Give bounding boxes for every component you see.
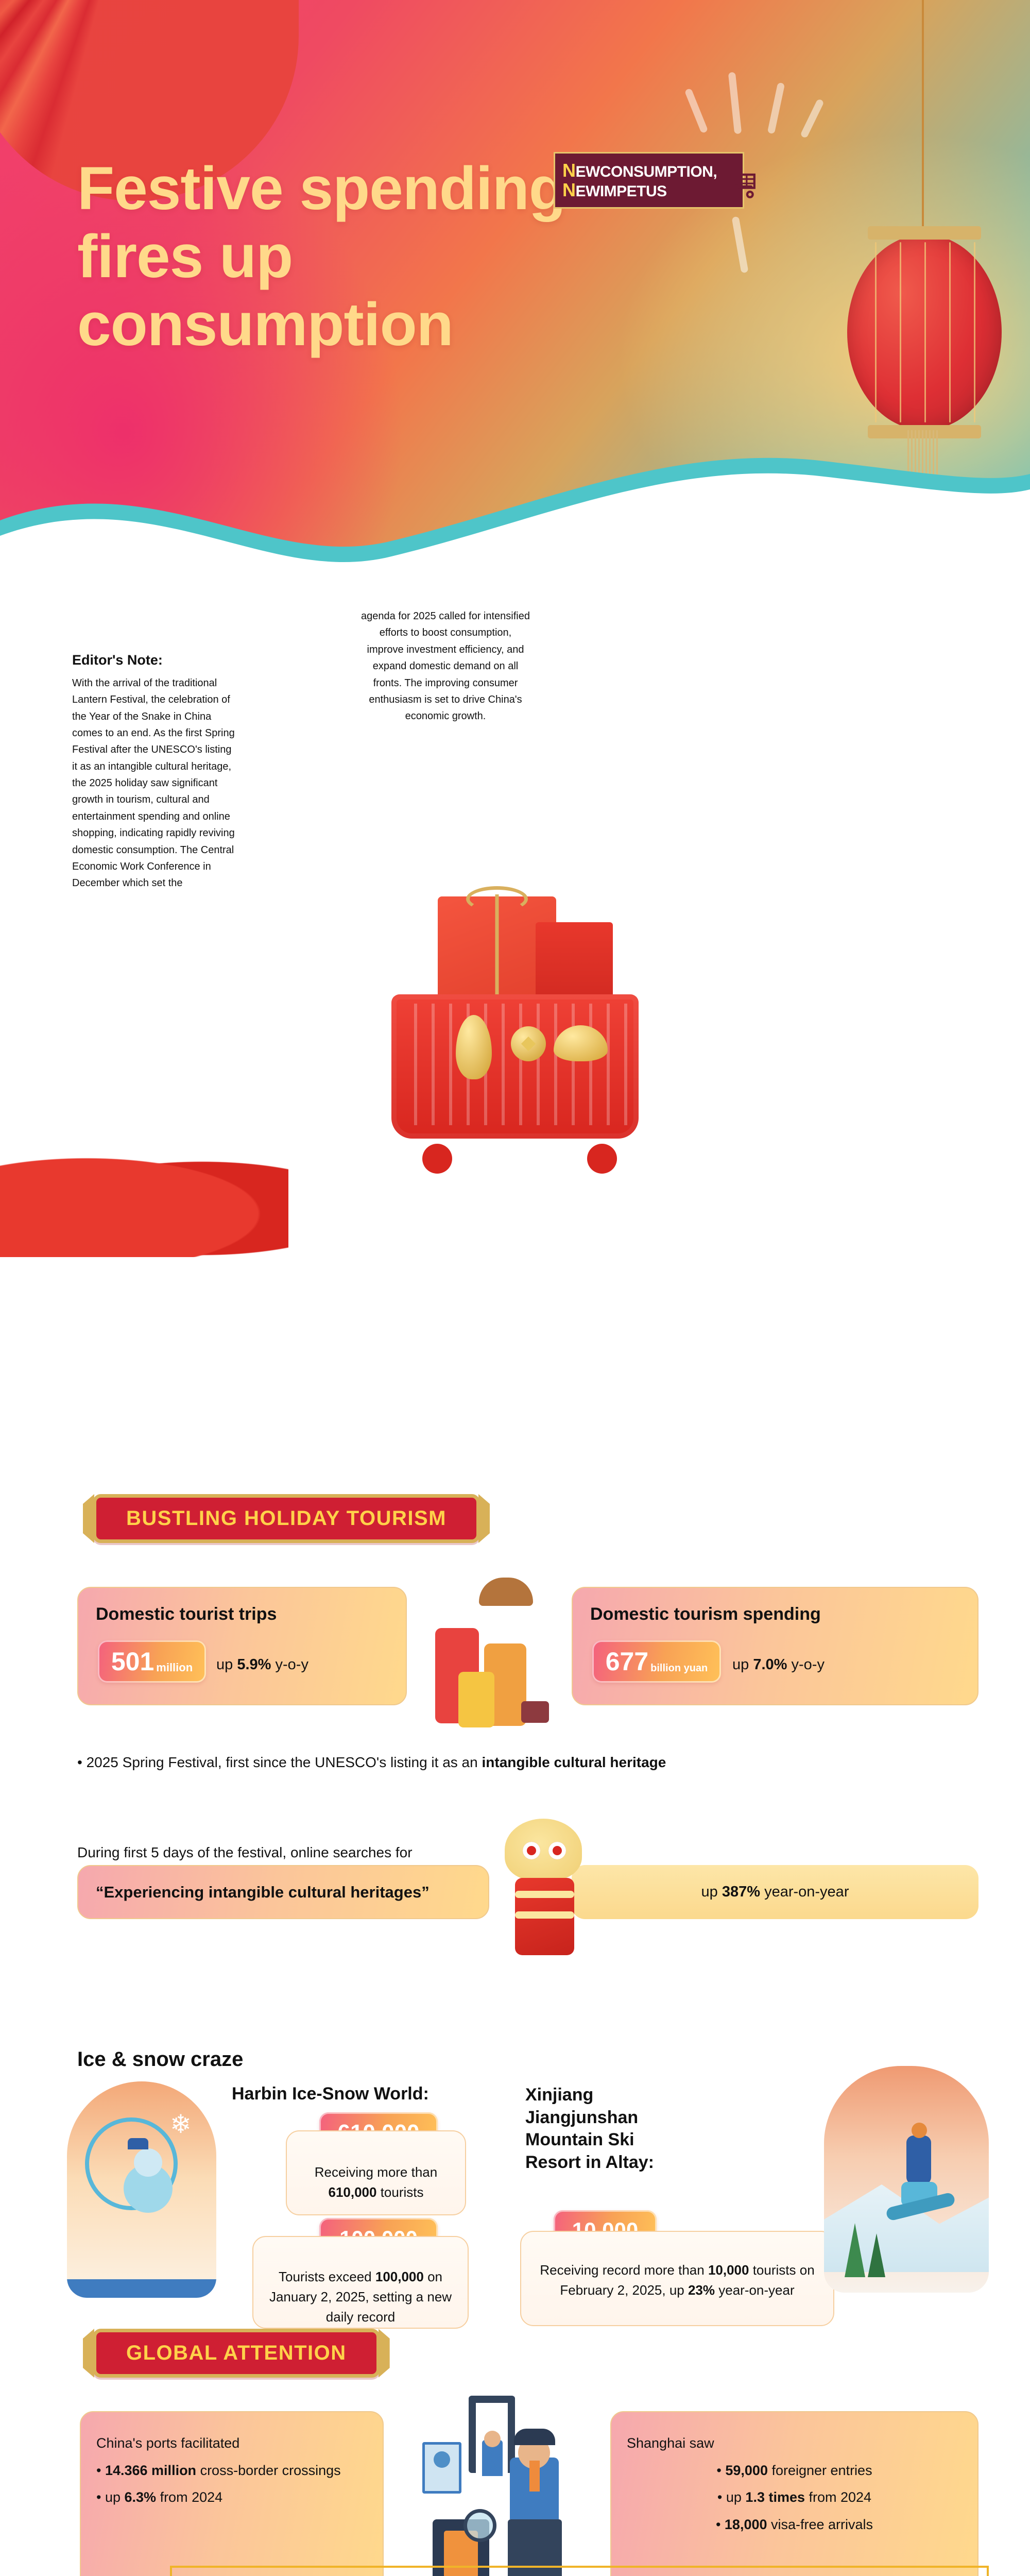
harbin-card-1-text: Receiving more than 610,000 tourists xyxy=(314,2164,438,2200)
tourism-card-spending-change: up 7.0% y-o-y xyxy=(732,1656,825,1673)
lion-dance-illustration xyxy=(494,1814,592,1984)
global-shanghai-card: Shanghai saw • 59,000 foreigner entries … xyxy=(610,2411,978,2576)
section-ribbon-global: GLOBAL ATTENTION xyxy=(93,2329,380,2378)
cloud-decoration xyxy=(0,1149,288,1257)
global-ports-card: China's ports facilitated • 14.366 milli… xyxy=(80,2411,384,2576)
gift-cart-illustration xyxy=(319,824,731,1236)
search-lead-text: During first 5 days of the festival, onl… xyxy=(77,1844,413,1860)
tourism-card-trips: Domestic tourist trips 501 million up 5.… xyxy=(77,1587,407,1705)
wave-divider xyxy=(0,457,1030,577)
editors-note: Editor's Note: With the arrival of the t… xyxy=(72,649,237,892)
firework-sparkle-icon xyxy=(800,98,825,139)
global-shanghai-text: Shanghai saw • 59,000 foreigner entries … xyxy=(627,2435,873,2532)
harbin-card-1: Receiving more than 610,000 tourists xyxy=(286,2130,466,2215)
firework-sparkle-icon xyxy=(728,72,742,134)
tourism-card-trips-change: up 5.9% y-o-y xyxy=(216,1656,308,1673)
page-title: Festive spending fires up consumption xyxy=(77,155,566,359)
ice-snow-heading: Ice & snow craze xyxy=(77,2048,244,2071)
altay-card: Receiving record more than 10,000 touris… xyxy=(520,2231,834,2326)
firework-sparkle-icon xyxy=(731,216,749,274)
search-term-text: “Experiencing intangible cultural herita… xyxy=(96,1883,430,1901)
tourism-card-trips-pill: 501 million xyxy=(98,1640,206,1683)
harbin-title: Harbin Ice-Snow World: xyxy=(232,2084,429,2104)
tourism-bullet: • 2025 Spring Festival, first since the … xyxy=(77,1754,666,1770)
lantern-cord xyxy=(922,0,924,237)
snowboarder-illustration xyxy=(824,2066,989,2293)
firework-sparkle-icon xyxy=(767,82,785,134)
harbin-card-2: Tourists exceed 100,000 on January 2, 20… xyxy=(252,2236,469,2329)
search-term-panel: “Experiencing intangible cultural herita… xyxy=(77,1865,489,1919)
altay-card-text: Receiving record more than 10,000 touris… xyxy=(540,2262,815,2298)
search-growth-text: up 387% year-on-year xyxy=(701,1883,849,1900)
tourism-card-spending-pill: 677 billion yuan xyxy=(592,1640,721,1683)
tourism-card-spending: Domestic tourism spending 677 billion yu… xyxy=(572,1587,978,1705)
search-growth-panel: up 387% year-on-year xyxy=(572,1865,978,1919)
global-ports-text: China's ports facilitated • 14.366 milli… xyxy=(96,2435,341,2505)
firework-sparkle-icon xyxy=(684,88,709,134)
hero-banner: Festive spending fires up consumption NE… xyxy=(0,0,1030,577)
harbin-card-2-text: Tourists exceed 100,000 on January 2, 20… xyxy=(269,2269,452,2325)
editors-note-heading: Editor's Note: xyxy=(72,652,163,668)
editors-note-column-2: agenda for 2025 called for intensified e… xyxy=(360,611,530,722)
editors-note-column-1: With the arrival of the traditional Lant… xyxy=(72,677,235,889)
consumption-boom-frame xyxy=(170,2566,989,2576)
luggage-illustration xyxy=(407,1566,572,1736)
shopping-cart-icon xyxy=(723,168,756,198)
customs-checkpoint-illustration xyxy=(407,2391,608,2576)
red-lantern-decoration xyxy=(847,226,1002,438)
badge-line-2: NEWIMPETUS xyxy=(562,179,667,200)
altay-title: Xinjiang Jiangjunshan Mountain Ski Resor… xyxy=(525,2085,655,2172)
campaign-badge: NEWCONSUMPTION, NEWIMPETUS xyxy=(554,152,756,209)
section-ribbon-tourism: BUSTLING HOLIDAY TOURISM xyxy=(93,1494,480,1543)
tourism-card-trips-title: Domestic tourist trips xyxy=(96,1604,277,1624)
badge-line-1: NEWCONSUMPTION, xyxy=(562,160,717,181)
tourism-card-spending-title: Domestic tourism spending xyxy=(590,1604,821,1624)
ferris-wheel-snowman-illustration: ❄ xyxy=(67,2081,216,2298)
